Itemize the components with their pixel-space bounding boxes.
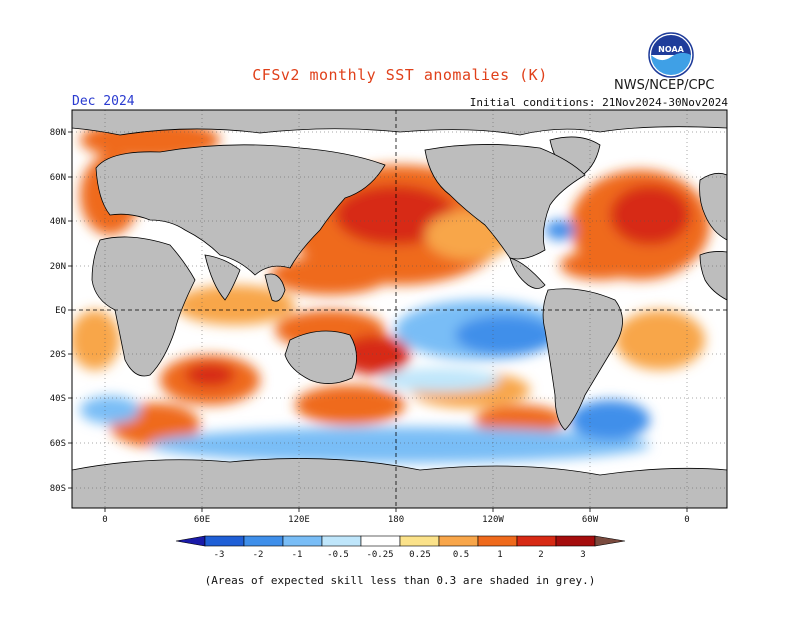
colorbar-label: 0.5 [453, 550, 469, 560]
colorbar-right-arrow [594, 535, 626, 547]
colorbar-segment [321, 535, 362, 547]
colorbar-segment [477, 535, 518, 547]
footnote: (Areas of expected skill less than 0.3 a… [204, 574, 596, 587]
colorbar-label: -0.5 [327, 550, 349, 560]
colorbar-segment [438, 535, 479, 547]
lat-label: 40N [50, 217, 66, 227]
noaa-logo-icon: NOAA [648, 32, 694, 78]
colorbar-segment [282, 535, 323, 547]
lon-label: 0 [684, 515, 689, 525]
colorbar-label: -3 [214, 550, 225, 560]
colorbar: -3 -2 -1 -0.5 -0.25 0.25 0.5 1 2 3 [175, 535, 626, 560]
lon-label: 60W [582, 515, 599, 525]
plot-area [72, 110, 727, 508]
colorbar-label: -2 [253, 550, 264, 560]
agency-label: NWS/NCEP/CPC [614, 78, 715, 93]
land-masses [72, 110, 727, 508]
logo-text: NOAA [658, 45, 684, 54]
colorbar-label: 3 [580, 550, 585, 560]
lat-label: 60S [50, 439, 66, 449]
lon-label: 120W [482, 515, 504, 525]
lat-label: EQ [55, 306, 66, 316]
colorbar-segment [243, 535, 284, 547]
map-title: CFSv2 monthly SST anomalies (K) [252, 66, 548, 84]
colorbar-segment [360, 535, 401, 547]
lat-axis: 80N 60N 40N 20N EQ 20S 40S 60S 80S [50, 128, 66, 494]
colorbar-label: 1 [497, 550, 502, 560]
colorbar-left-arrow [175, 535, 206, 547]
plot-frame [71, 109, 728, 509]
initial-conditions: Initial conditions: 21Nov2024-30Nov2024 [469, 96, 728, 109]
lat-label: 80S [50, 484, 66, 494]
lon-label: 180 [388, 515, 404, 525]
colorbar-label: 2 [538, 550, 543, 560]
lat-label: 40S [50, 394, 66, 404]
lon-axis: 0 60E 120E 180 120W 60W 0 [102, 515, 689, 525]
forecast-month: Dec 2024 [72, 94, 135, 109]
colorbar-label: -1 [292, 550, 303, 560]
lat-label: 20S [50, 350, 66, 360]
colorbar-segment [204, 535, 245, 547]
colorbar-segment [516, 535, 557, 547]
colorbar-segment [555, 535, 596, 547]
lon-label: 120E [288, 515, 310, 525]
colorbar-label: -0.25 [366, 550, 393, 560]
lat-label: 60N [50, 173, 66, 183]
colorbar-label: 0.25 [409, 550, 431, 560]
lon-label: 0 [102, 515, 107, 525]
colorbar-segment [399, 535, 440, 547]
lat-label: 20N [50, 262, 66, 272]
lat-label: 80N [50, 128, 66, 138]
lon-label: 60E [194, 515, 210, 525]
